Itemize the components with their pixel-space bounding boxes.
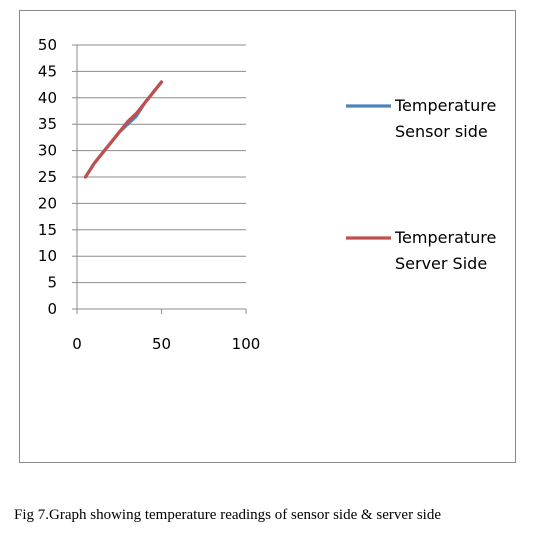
legend-label: Temperature bbox=[394, 228, 496, 247]
axes bbox=[76, 45, 246, 310]
figure-caption: Fig 7.Graph showing temperature readings… bbox=[14, 507, 441, 523]
legend-item: Temperature Server Side bbox=[346, 228, 496, 273]
line-chart: 0 5 10 15 20 25 30 35 40 45 50 0 50 100 Temperature S… bbox=[38, 36, 496, 353]
legend: Temperature Sensor side Temperature Server … bbox=[346, 96, 496, 273]
y-tick-label: 40 bbox=[38, 89, 57, 107]
y-tick-label: 30 bbox=[38, 142, 57, 160]
legend-label: Server Side bbox=[395, 254, 487, 273]
y-tick-label: 10 bbox=[38, 247, 57, 265]
series-line-server-side bbox=[83, 80, 164, 179]
y-tick-label: 25 bbox=[38, 168, 57, 186]
series-lines bbox=[83, 80, 164, 179]
x-axis-ticks: 0 50 100 bbox=[72, 309, 260, 353]
legend-label: Temperature bbox=[394, 96, 496, 115]
y-tick-label: 5 bbox=[47, 274, 57, 292]
x-tick-label: 100 bbox=[232, 335, 261, 353]
chart-frame: 0 5 10 15 20 25 30 35 40 45 50 0 50 100 Temperature S… bbox=[19, 10, 516, 463]
y-tick-label: 0 bbox=[47, 300, 57, 318]
legend-label: Sensor side bbox=[395, 122, 488, 141]
legend-item: Temperature Sensor side bbox=[346, 96, 496, 141]
y-tick-label: 45 bbox=[38, 62, 57, 80]
y-tick-label: 15 bbox=[38, 221, 57, 239]
y-axis-ticks: 0 5 10 15 20 25 30 35 40 45 50 bbox=[38, 36, 77, 318]
y-tick-label: 50 bbox=[38, 36, 57, 54]
x-tick-label: 0 bbox=[72, 335, 82, 353]
y-tick-label: 35 bbox=[38, 115, 57, 133]
x-tick-label: 50 bbox=[152, 335, 171, 353]
y-tick-label: 20 bbox=[38, 194, 57, 212]
